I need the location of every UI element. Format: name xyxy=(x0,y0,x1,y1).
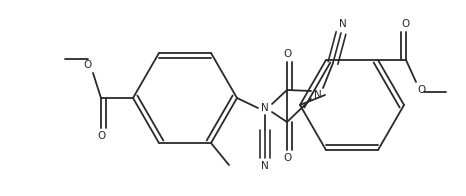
Text: N: N xyxy=(261,103,269,113)
Text: N: N xyxy=(339,19,347,29)
Text: O: O xyxy=(84,60,92,70)
Text: N: N xyxy=(314,90,322,100)
Text: O: O xyxy=(283,49,291,59)
Text: N: N xyxy=(261,161,269,171)
Text: O: O xyxy=(417,85,425,95)
Text: O: O xyxy=(97,131,105,141)
Text: O: O xyxy=(402,19,410,29)
Text: O: O xyxy=(283,153,291,163)
